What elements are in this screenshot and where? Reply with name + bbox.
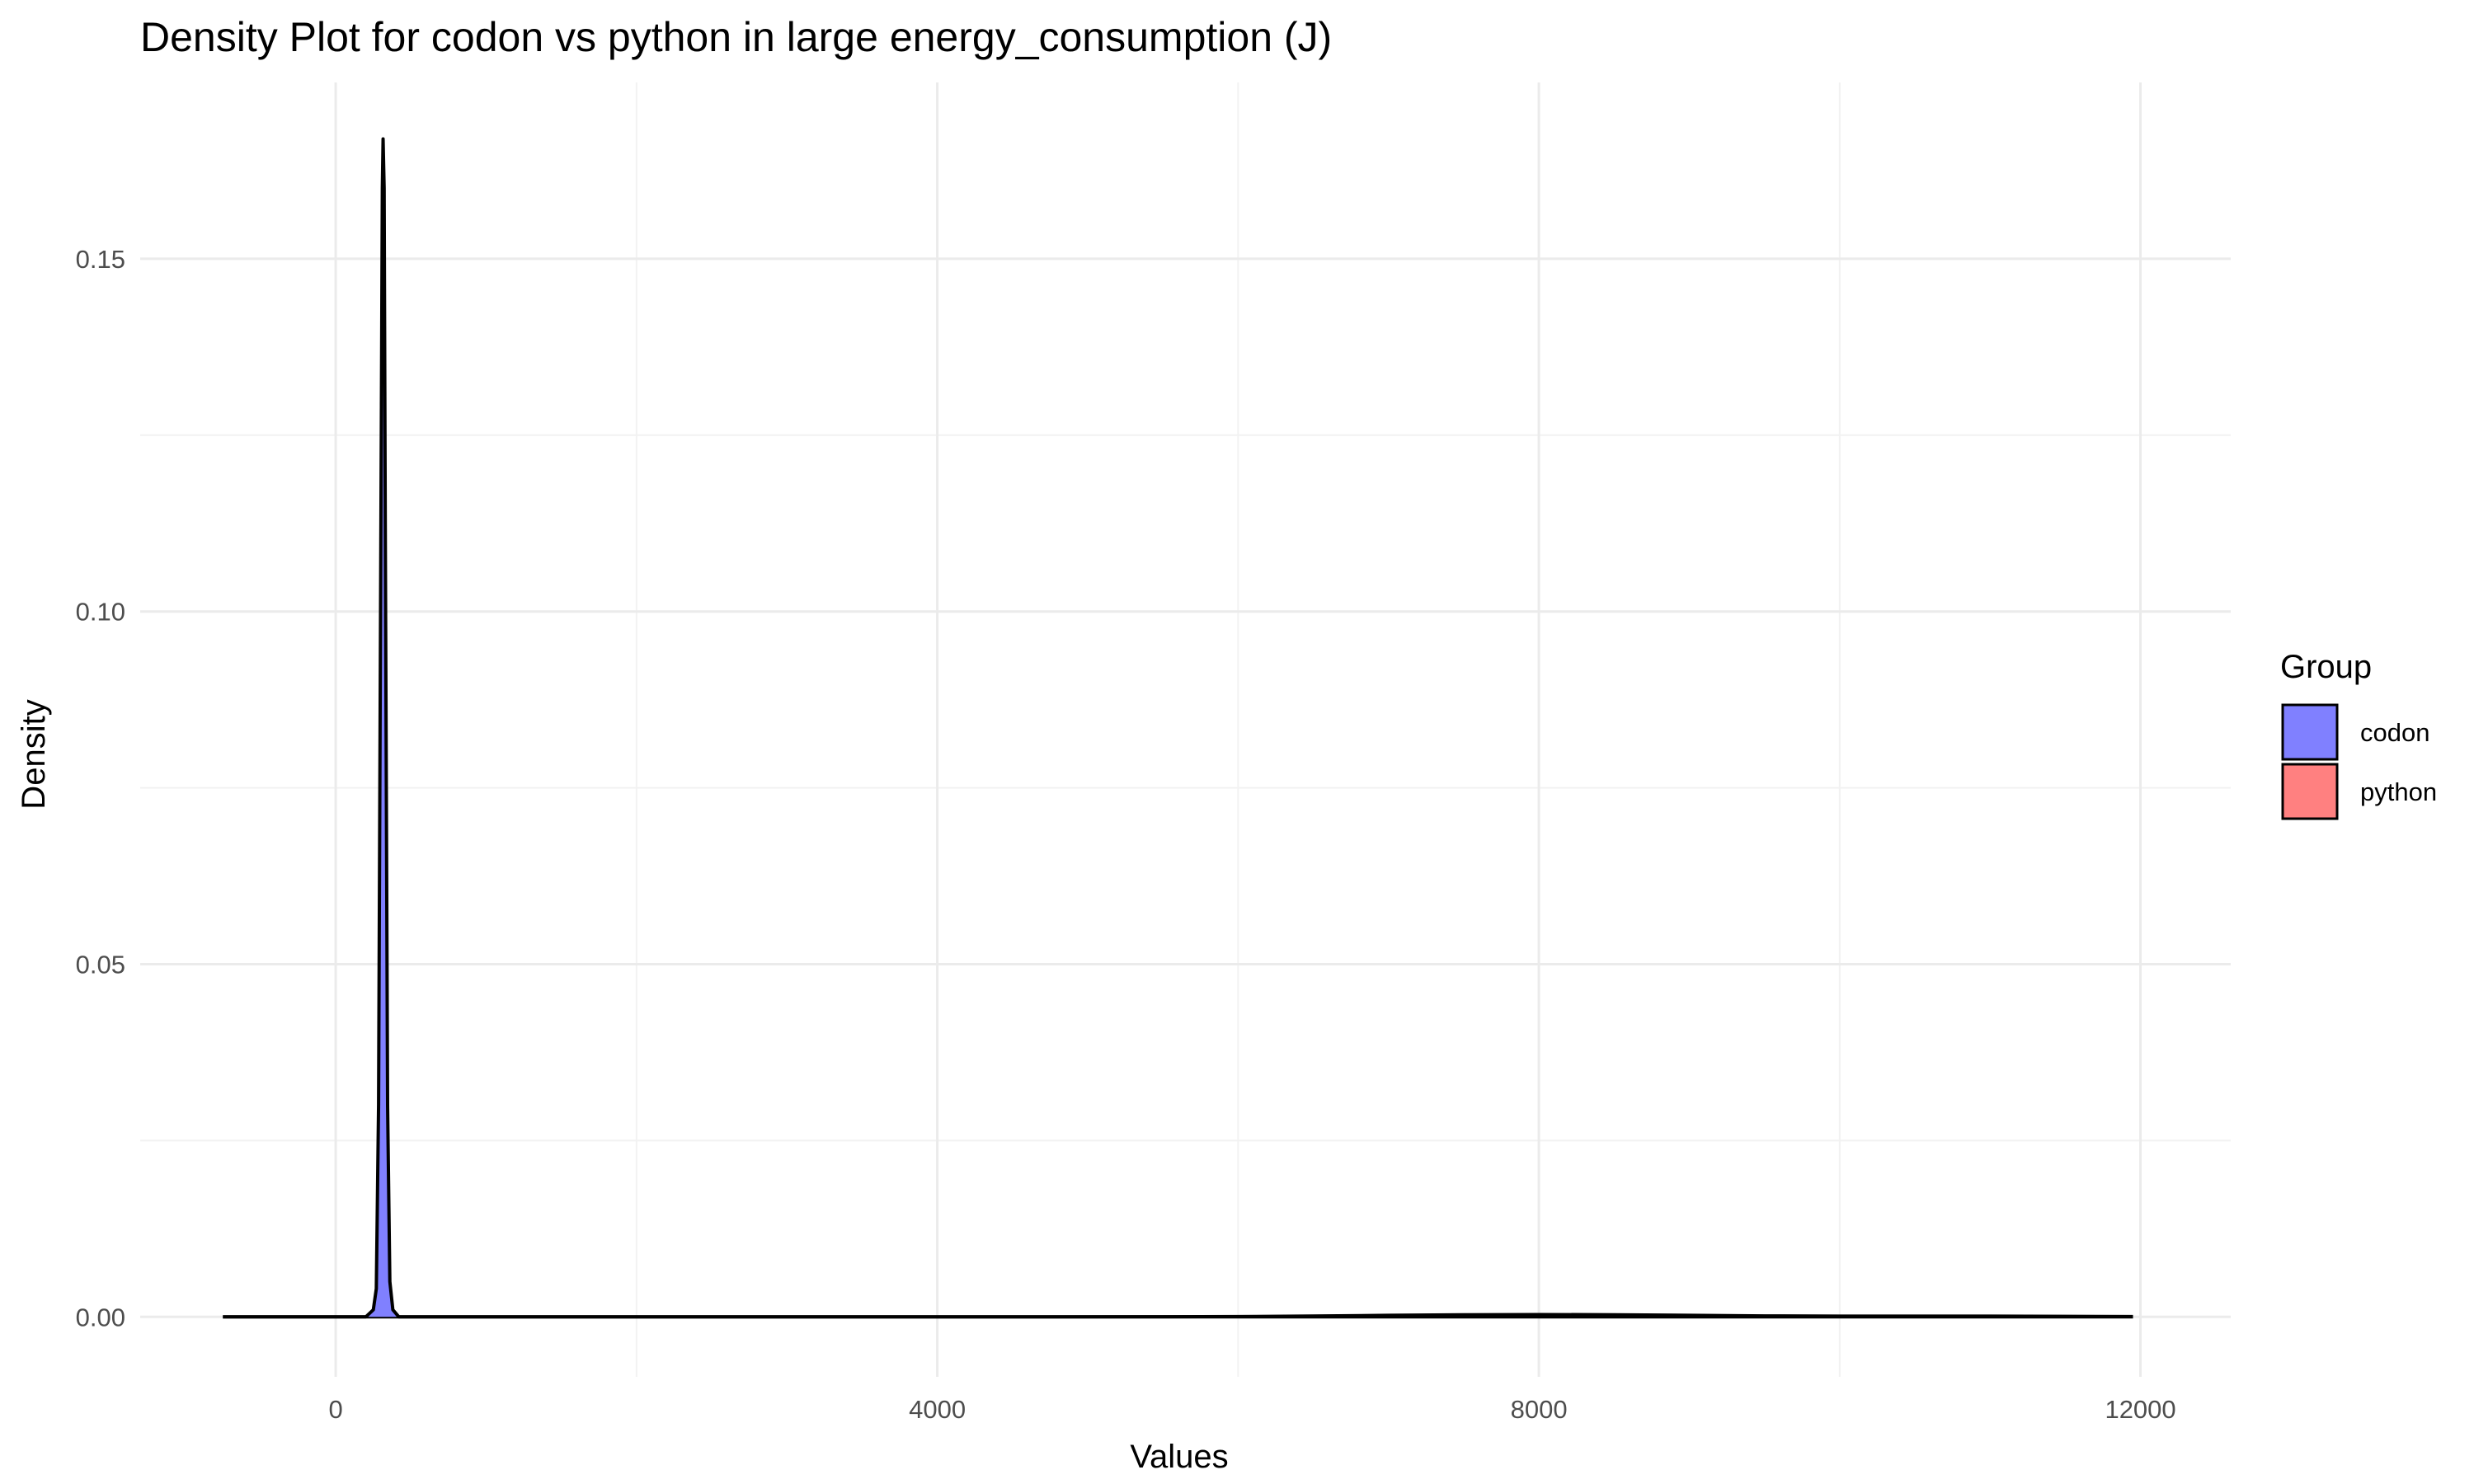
y-tick-label: 0.10 xyxy=(76,598,125,627)
x-tick-label: 12000 xyxy=(2105,1395,2175,1424)
legend-title: Group xyxy=(2280,649,2372,685)
x-axis-ticks: 0 4000 8000 12000 xyxy=(328,1395,2175,1424)
legend-key-codon xyxy=(2281,703,2339,761)
x-tick-label: 0 xyxy=(328,1395,342,1424)
density-areas xyxy=(223,137,2133,1319)
legend: Group codon python xyxy=(2280,649,2437,820)
density-line-codon xyxy=(223,137,2133,1319)
legend-label-codon: codon xyxy=(2360,718,2429,747)
grid xyxy=(140,82,2231,1377)
legend-label-python: python xyxy=(2360,777,2437,806)
x-tick-label: 4000 xyxy=(909,1395,966,1424)
y-tick-label: 0.00 xyxy=(76,1303,125,1331)
legend-key-python xyxy=(2281,763,2339,820)
y-tick-label: 0.15 xyxy=(76,245,125,274)
chart-title: Density Plot for codon vs python in larg… xyxy=(140,14,1332,60)
y-axis-ticks: 0.00 0.05 0.10 0.15 xyxy=(76,245,125,1331)
y-axis-title: Density xyxy=(16,699,52,809)
x-axis-title: Values xyxy=(1130,1439,1228,1475)
x-tick-label: 8000 xyxy=(1511,1395,1568,1424)
legend-items: codon python xyxy=(2281,703,2437,820)
y-tick-label: 0.05 xyxy=(76,950,125,979)
